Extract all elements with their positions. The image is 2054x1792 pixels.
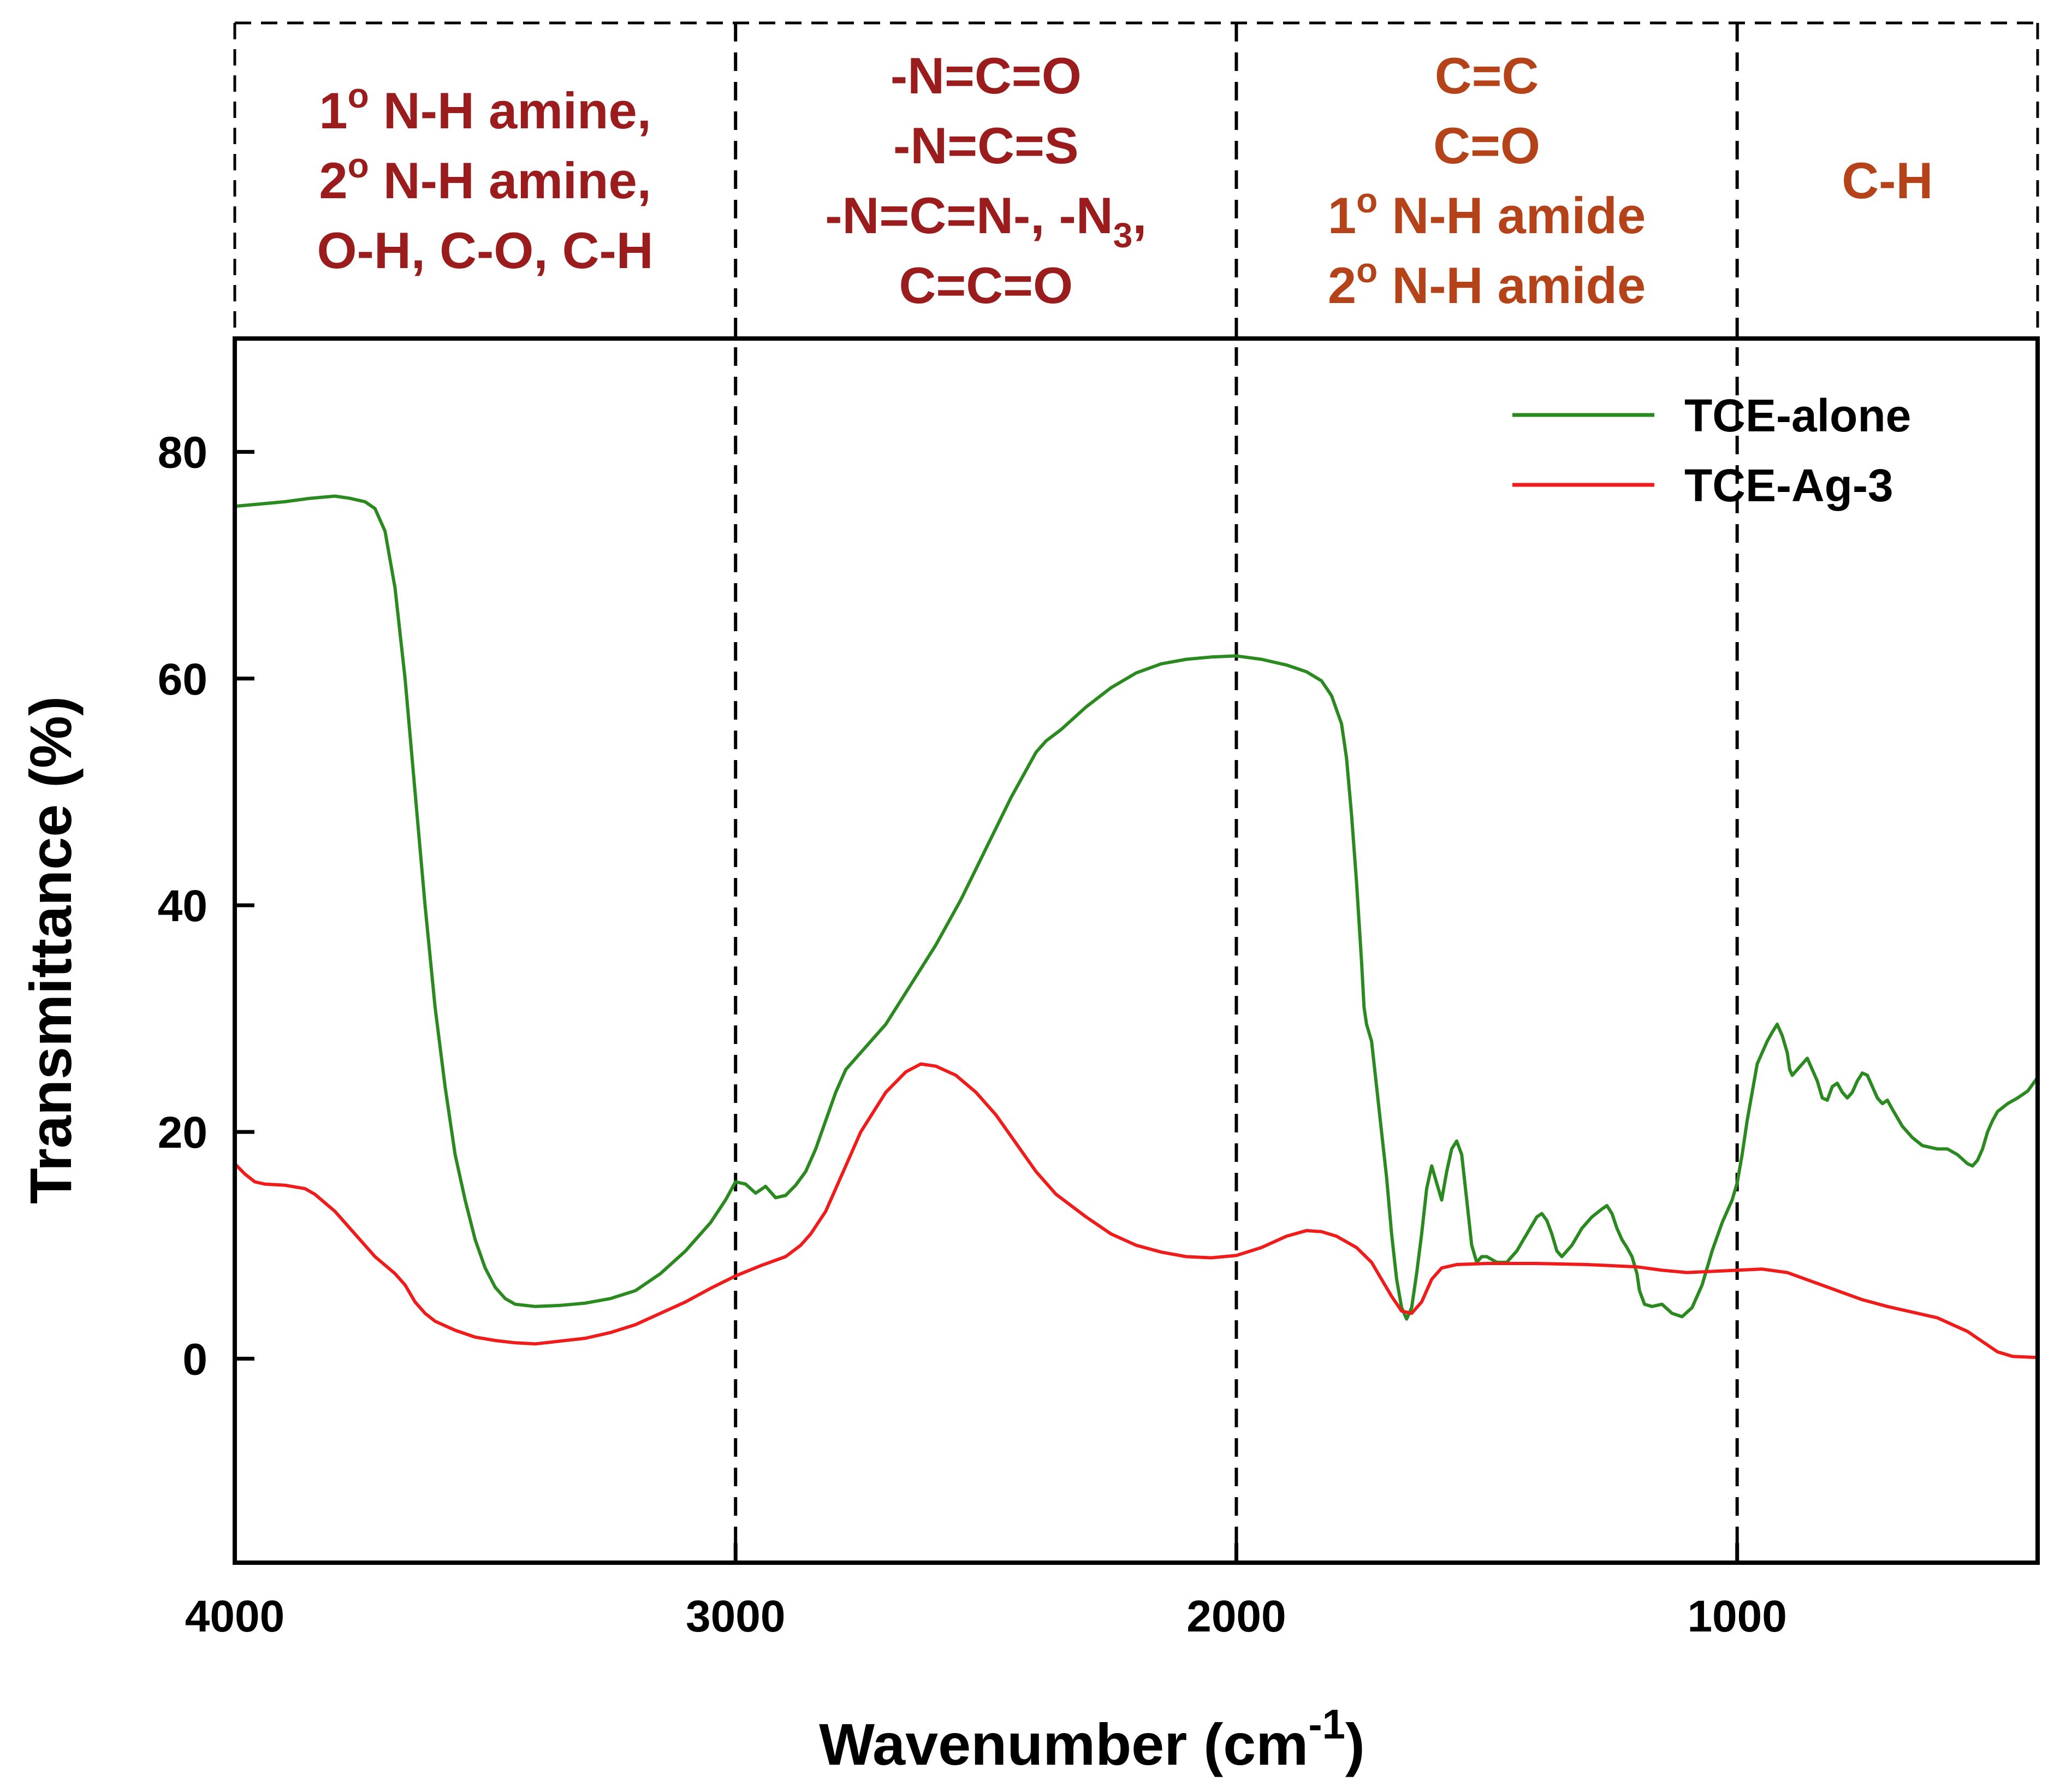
region-label-segment: C-H	[1842, 152, 1933, 209]
plot-frame	[233, 336, 2040, 1565]
x-axis-title-close: )	[1345, 1711, 1365, 1777]
region-label-segment: ,	[1132, 187, 1147, 244]
x-tick-label: 1000	[1687, 1592, 1786, 1641]
y-tick-label: 80	[158, 428, 207, 478]
x-axis-title-superscript: -1	[1308, 1701, 1345, 1748]
plot-marks	[233, 494, 2039, 1360]
region-3-label-line: C=O	[1433, 117, 1540, 174]
region-label-segment: o	[348, 146, 369, 185]
region-label-segment: o	[348, 76, 369, 115]
region-2-label-line: -N=C=O	[891, 47, 1082, 104]
legend-label-tce-alone: TCE-alone	[1684, 390, 1911, 441]
region-1-label-line: 2o N-H amine,	[319, 146, 651, 209]
region-label-segment: -N=C=O	[891, 47, 1082, 104]
region-label-segment: C=C	[1435, 47, 1539, 104]
region-annotations: 1o N-H amine,2o N-H amine,O-H, C-O, C-H-…	[233, 21, 2039, 1563]
y-tick-label: 60	[158, 655, 207, 704]
y-axis-title: Transmittance (%)	[17, 696, 84, 1204]
region-3-label-line: 1o N-H amide	[1328, 181, 1646, 244]
region-1-label-line: O-H, C-O, C-H	[317, 222, 654, 279]
y-tick-label: 20	[158, 1108, 207, 1158]
x-axis-title-main: Wavenumber (cm	[819, 1711, 1308, 1777]
region-4-label-line: C-H	[1842, 152, 1933, 209]
legend-label-tce-ag-3: TCE-Ag-3	[1684, 460, 1893, 511]
region-label-segment: N-H amide	[1378, 187, 1646, 244]
region-label-segment: 3	[1113, 216, 1133, 255]
region-label-segment: 2	[1328, 257, 1356, 314]
region-3-label-line: 2o N-H amide	[1328, 251, 1646, 314]
axes: 80 60 40 20 0 4000 3000 2000 1000	[158, 428, 1787, 1641]
y-tick-label: 40	[158, 881, 207, 931]
region-label-segment: 1	[319, 82, 347, 139]
region-label-segment: 1	[1328, 187, 1356, 244]
x-tick-label: 2000	[1186, 1592, 1286, 1641]
x-axis-title: Wavenumber (cm-1)	[819, 1701, 1365, 1777]
y-tick-label: 0	[182, 1334, 207, 1384]
region-label-segment: N-H amine,	[369, 152, 651, 209]
region-label-segment: 2	[319, 152, 347, 209]
region-label-segment: o	[1356, 181, 1378, 220]
x-tick-label: 3000	[686, 1592, 785, 1641]
region-label-segment: N-H amine,	[369, 82, 651, 139]
region-label-segment: o	[1356, 251, 1378, 290]
legend: TCE-alone TCE-Ag-3	[1512, 390, 1911, 511]
region-3-label-line: C=C	[1435, 47, 1539, 104]
region-label-segment: C=C=O	[899, 257, 1073, 314]
x-tick-label: 4000	[185, 1592, 284, 1641]
region-2-label-line: -N=C=N-, -N3,	[825, 187, 1147, 255]
region-label-segment: O-H, C-O, C-H	[317, 222, 654, 279]
region-label-segment: -N=C=N-, -N	[825, 187, 1113, 244]
region-label-segment: -N=C=S	[893, 117, 1079, 174]
series-line-tce-ag-3	[233, 1062, 2038, 1360]
region-label-segment: C=O	[1433, 117, 1540, 174]
series-line-tce-alone	[234, 494, 2039, 1321]
region-2-label-line: C=C=O	[899, 257, 1073, 314]
region-label-segment: N-H amide	[1378, 257, 1646, 314]
region-1-label-line: 1o N-H amine,	[319, 76, 651, 139]
region-2-label-line: -N=C=S	[893, 117, 1079, 174]
